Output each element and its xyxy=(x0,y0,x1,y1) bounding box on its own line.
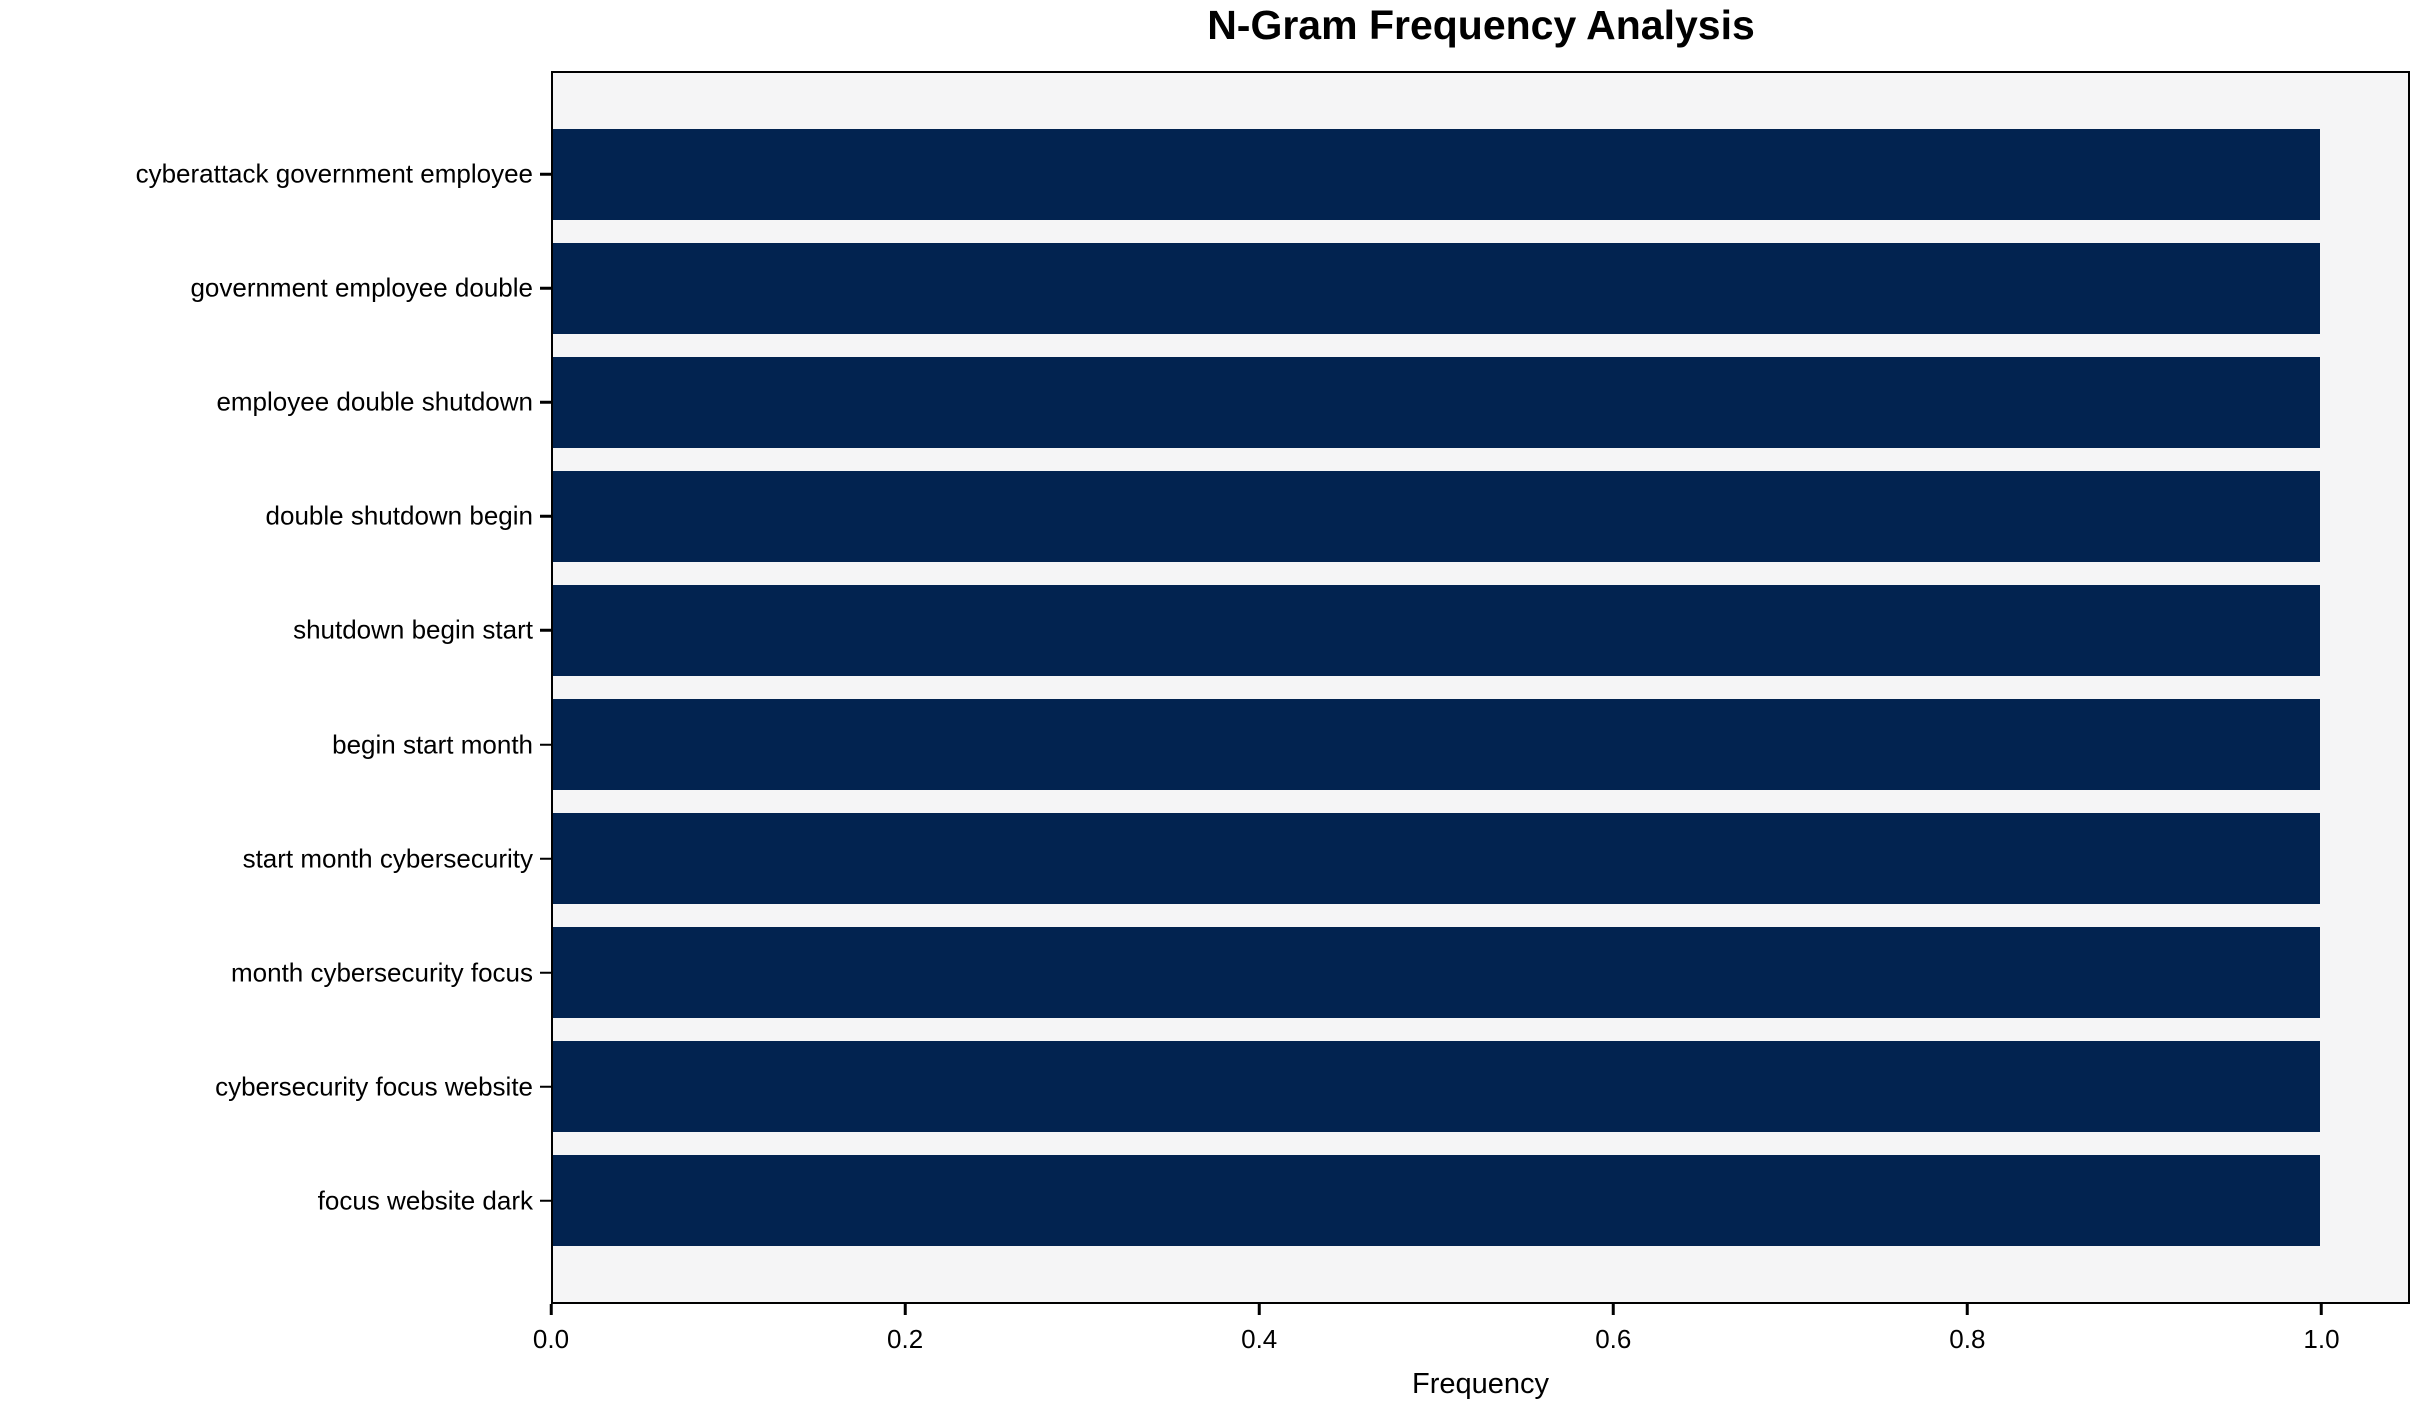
x-tick-label: 0.8 xyxy=(1949,1324,1986,1354)
bar-row: employee double shutdown xyxy=(216,345,2408,459)
y-tick-mark xyxy=(540,400,551,404)
bar xyxy=(553,699,2320,791)
bar-row: cybersecurity focus website xyxy=(215,1030,2408,1144)
bar xyxy=(553,584,2320,676)
y-tick-label: double shutdown begin xyxy=(265,500,533,531)
y-tick-label: employee double shutdown xyxy=(216,386,533,417)
bar-row: begin start month xyxy=(332,687,2408,801)
x-axis: 0.0 0.2 0.4 0.6 0.8 1.0 xyxy=(533,1304,2410,1354)
y-tick-mark xyxy=(540,743,551,746)
x-tick-mark xyxy=(2320,1304,2323,1315)
y-tick-mark xyxy=(540,1199,551,1203)
y-tick-mark xyxy=(540,286,551,290)
x-tick-mark xyxy=(1612,1304,1615,1315)
y-tick-label: shutdown begin start xyxy=(293,614,533,645)
bar-row: month cybersecurity focus xyxy=(231,916,2408,1030)
x-tick-mark xyxy=(1966,1304,1969,1315)
x-axis-label: Frequency xyxy=(1411,1368,1549,1400)
y-tick-label: begin start month xyxy=(332,729,533,760)
x-tick-mark xyxy=(549,1304,553,1315)
bar xyxy=(553,242,2320,334)
y-tick-label: focus website dark xyxy=(317,1185,533,1216)
chart-title: N-Gram Frequency Analysis xyxy=(1207,2,1755,48)
y-tick-mark xyxy=(540,172,551,176)
bar-row: double shutdown begin xyxy=(266,459,2408,573)
y-tick-label: month cybersecurity focus xyxy=(230,957,533,988)
y-tick-label: government employee double xyxy=(190,272,533,303)
y-tick-mark xyxy=(540,857,551,860)
bar-row: cyberattack government employee xyxy=(136,117,2408,231)
y-tick-label: start month cybersecurity xyxy=(242,843,533,874)
x-tick-label: 0.0 xyxy=(532,1324,570,1354)
bar xyxy=(553,356,2320,448)
bar-row: government employee double xyxy=(190,231,2408,345)
y-tick-label: cyberattack government employee xyxy=(135,158,533,189)
bar xyxy=(553,128,2320,220)
bar-row: shutdown begin start xyxy=(293,573,2408,687)
bar xyxy=(553,1041,2320,1133)
plot-area: cyberattack government employee governmen… xyxy=(136,71,2410,1304)
y-tick-mark xyxy=(540,971,551,974)
bar-row: start month cybersecurity xyxy=(243,802,2408,916)
y-tick-mark xyxy=(540,1085,551,1089)
bar xyxy=(553,1155,2320,1247)
bars-container: cyberattack government employee governmen… xyxy=(136,73,2408,1302)
x-tick-label: 0.4 xyxy=(1241,1324,1278,1354)
bar xyxy=(553,813,2320,905)
x-tick-mark xyxy=(903,1304,907,1315)
y-tick-label: cybersecurity focus website xyxy=(215,1071,533,1102)
y-tick-mark xyxy=(540,515,551,518)
bar xyxy=(553,470,2320,562)
x-tick-label: 0.6 xyxy=(1595,1324,1632,1354)
bar xyxy=(553,927,2320,1019)
x-tick-mark xyxy=(1257,1304,1261,1315)
x-tick-label: 0.2 xyxy=(887,1324,924,1354)
y-tick-mark xyxy=(540,629,551,632)
x-tick-label: 1.0 xyxy=(2303,1324,2340,1354)
bar-row: focus website dark xyxy=(318,1144,2408,1258)
